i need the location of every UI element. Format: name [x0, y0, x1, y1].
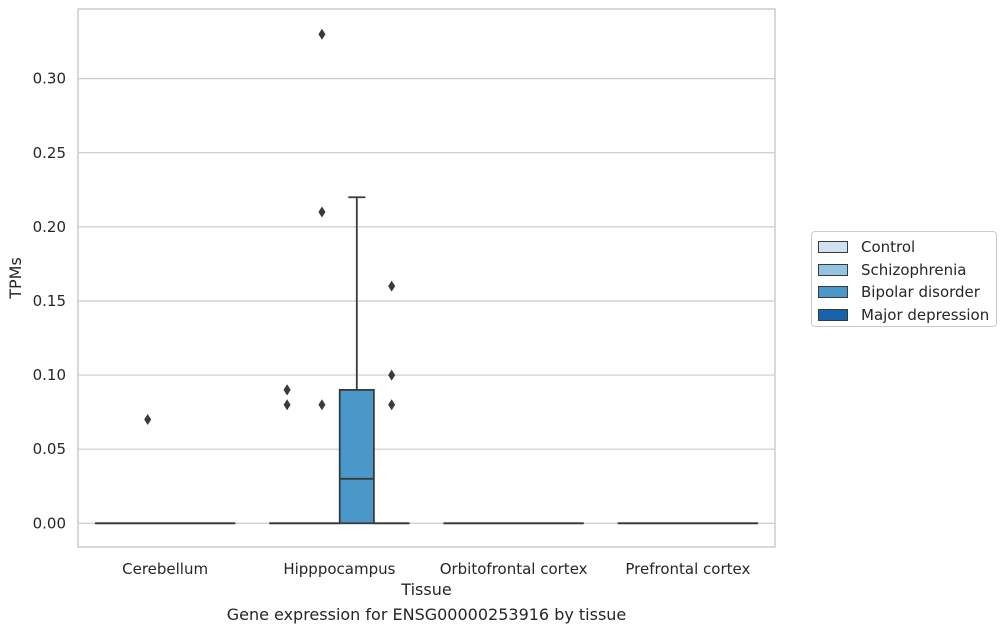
- legend-item-bipolar-disorder: Bipolar disorder: [818, 281, 996, 304]
- legend-label: Control: [861, 238, 916, 257]
- legend-label: Major depression: [861, 305, 990, 324]
- outlier-point: [388, 399, 396, 411]
- outlier-point: [318, 206, 326, 218]
- chart-caption: Gene expression for ENSG00000253916 by t…: [226, 605, 627, 624]
- outlier-point: [318, 28, 326, 40]
- box: [338, 388, 375, 525]
- x-tick-label: Cerebellum: [122, 560, 208, 578]
- x-tick-label: Prefrontal cortex: [625, 560, 750, 578]
- legend-item-major-depression: Major depression: [818, 304, 996, 327]
- box-series: [94, 28, 759, 525]
- y-tick-label: 0.00: [33, 514, 66, 532]
- legend-swatch-bipolar-disorder: [818, 286, 848, 299]
- legend-label: Schizophrenia: [861, 260, 967, 279]
- y-tick-label: 0.05: [33, 440, 66, 458]
- y-tick-label: 0.15: [33, 292, 66, 310]
- outlier-point: [318, 399, 326, 411]
- outlier-point: [283, 399, 291, 411]
- y-tick-label: 0.10: [33, 366, 66, 384]
- outlier-point: [388, 369, 396, 381]
- x-tick-label: Orbitofrontal cortex: [440, 560, 588, 578]
- y-axis-label: TPMs: [6, 257, 25, 300]
- outlier-point: [388, 280, 396, 292]
- legend-swatch-schizophrenia: [818, 263, 848, 276]
- x-tick-labels: Cerebellum Hipppocampus Orbitofrontal cort…: [122, 560, 750, 578]
- x-tick-label: Hipppocampus: [283, 560, 395, 578]
- legend-swatch-major-depression: [818, 308, 848, 321]
- y-tick-label: 0.30: [33, 70, 66, 88]
- x-axis-label: Tissue: [400, 580, 451, 599]
- legend-item-schizophrenia: Schizophrenia: [818, 259, 996, 282]
- y-tick-label: 0.20: [33, 218, 66, 236]
- outlier-point: [283, 384, 291, 396]
- y-tick-labels: 0.00 0.05 0.10 0.15 0.20 0.25 0.30: [33, 70, 66, 533]
- outlier-point: [144, 414, 152, 426]
- legend-item-control: Control: [818, 236, 996, 259]
- grid-lines: [78, 78, 775, 524]
- legend: Control Schizophrenia Bipolar disorder M…: [811, 231, 997, 327]
- legend-swatch-control: [818, 241, 848, 254]
- y-tick-label: 0.25: [33, 144, 66, 162]
- legend-label: Bipolar disorder: [861, 283, 980, 302]
- plot-frame: [77, 8, 776, 548]
